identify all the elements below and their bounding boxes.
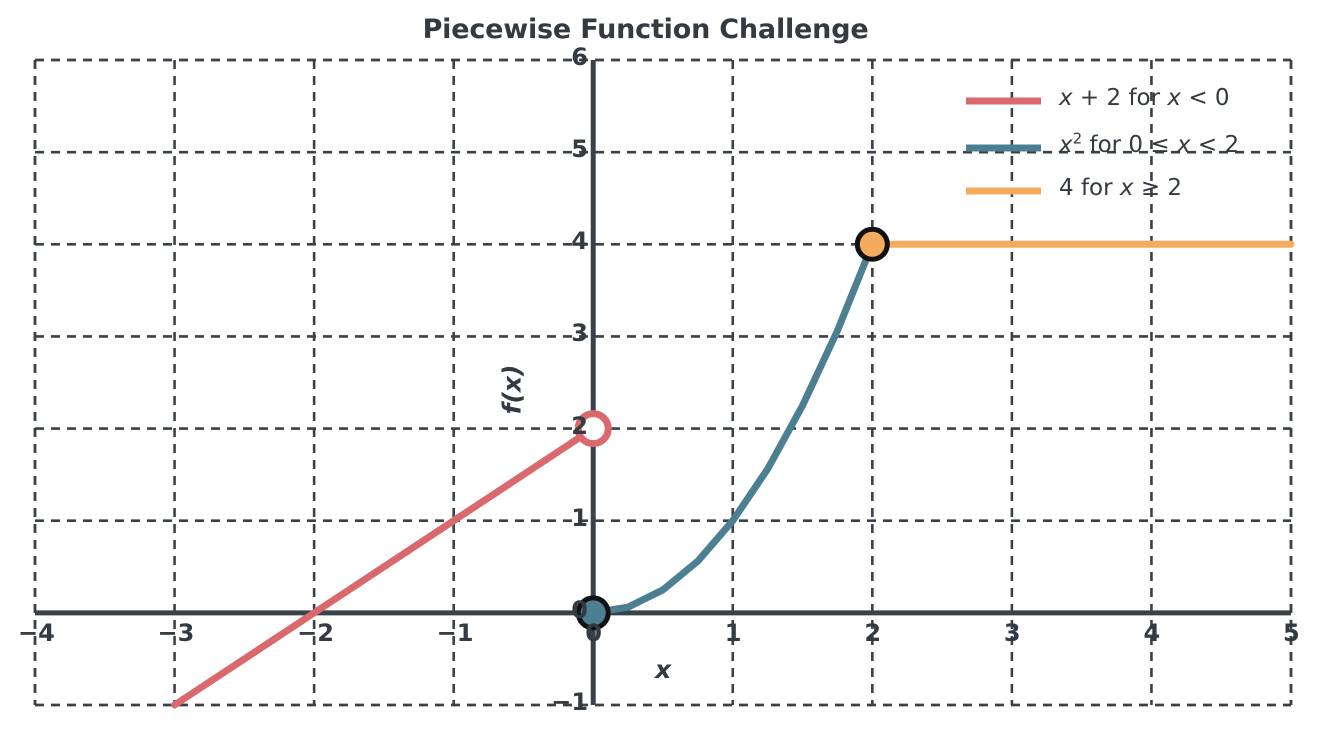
y-tick-label: 1: [571, 503, 588, 532]
legend-label-1: x + 2 for x < 0: [1059, 85, 1230, 111]
x-tick-label: −3: [157, 618, 195, 647]
endpoint-markers: [574, 226, 890, 631]
y-tick-label: 4: [571, 227, 588, 256]
x-tick-label: 4: [1143, 618, 1161, 647]
data-series: [171, 240, 1295, 709]
x-tick-label: −2: [297, 618, 334, 647]
y-tick-label: 5: [571, 135, 588, 164]
legend-swatches: [966, 97, 1041, 195]
y-tick-label: 2: [571, 411, 588, 440]
x-tick-label: 5: [1283, 618, 1300, 647]
x-tick-label: 0: [585, 618, 602, 647]
open-endpoint-red: [574, 410, 612, 448]
x-tick-label: 1: [724, 618, 742, 647]
y-axis-label: f(x): [497, 364, 527, 415]
x-tick-label: −1: [436, 618, 474, 647]
x-tick-label: −4: [18, 618, 55, 647]
y-tick-label: −1: [551, 688, 589, 716]
closed-endpoint-origin: [575, 595, 611, 631]
y-tick-label: 6: [571, 43, 588, 71]
plot-frame: [33, 58, 1293, 707]
x-axis-label: x: [655, 655, 672, 684]
x-tick-label: 2: [864, 618, 882, 647]
chart-title: Piecewise Function Challenge: [422, 14, 869, 45]
y-tick-label: 0: [571, 595, 588, 624]
legend-label-3: 4 for x ≥ 2: [1059, 175, 1183, 201]
series-line-2: [589, 240, 876, 617]
x-tick-label: 3: [1003, 618, 1021, 647]
closed-endpoint-orange: [854, 226, 890, 262]
y-tick-label: 3: [571, 319, 588, 348]
legend-label-2: x2 for 0 ≤ x < 2: [1059, 129, 1240, 158]
series-line-1: [171, 425, 597, 709]
